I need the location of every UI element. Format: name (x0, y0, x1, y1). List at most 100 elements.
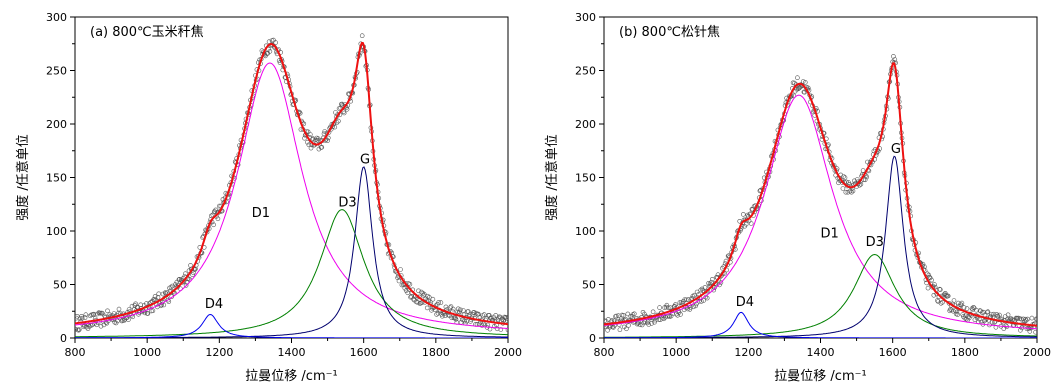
data-point (145, 311, 151, 316)
data-point (267, 49, 273, 54)
data-point (1015, 316, 1020, 321)
data-point (958, 302, 964, 308)
x-axis-title: 拉曼位移 /cm⁻¹ (245, 369, 337, 384)
data-point (961, 305, 967, 310)
x-tick-label: 2000 (494, 346, 522, 359)
peak-label-g: G (891, 142, 901, 157)
data-point (1018, 316, 1024, 322)
data-point (689, 295, 695, 301)
data-point (79, 315, 85, 321)
data-point (183, 283, 189, 288)
data-point (83, 312, 89, 318)
data-point (989, 312, 994, 317)
data-point (712, 281, 718, 286)
data-point (842, 175, 848, 180)
data-point (1003, 323, 1009, 328)
data-point (160, 291, 166, 297)
data-point (150, 308, 156, 314)
data-point (442, 313, 448, 319)
data-point (116, 306, 122, 312)
data-point (126, 317, 131, 322)
data-point (802, 89, 807, 95)
data-point (935, 299, 941, 304)
data-point (605, 327, 610, 333)
data-point (455, 309, 460, 315)
data-point (613, 313, 619, 319)
plot-frame (74, 16, 509, 339)
data-point (98, 323, 104, 329)
data-point (156, 291, 161, 297)
data-point (460, 308, 466, 313)
data-point (129, 303, 135, 309)
data-point (694, 289, 700, 295)
data-point (953, 308, 958, 313)
data-point (77, 327, 82, 332)
data-point (443, 304, 449, 310)
data-point (857, 182, 862, 188)
data-point (991, 311, 997, 317)
data-point (985, 309, 991, 315)
data-point (448, 304, 454, 309)
data-point (711, 287, 717, 293)
data-point (940, 299, 945, 305)
x-axis-title: 拉曼位移 /cm⁻¹ (774, 369, 866, 384)
data-point (690, 293, 696, 299)
data-point (1023, 316, 1028, 322)
data-point (91, 311, 97, 317)
data-point (929, 277, 934, 283)
data-point (675, 312, 680, 318)
data-point (691, 304, 696, 310)
data-point (1033, 329, 1037, 335)
plot-area (75, 33, 508, 338)
data-point (663, 304, 669, 310)
data-point (845, 189, 851, 195)
data-point (464, 318, 470, 324)
data-point (449, 315, 455, 321)
data-point (1005, 312, 1011, 318)
data-point (657, 305, 662, 310)
y-axis-title: 强度 /任意单位 (544, 134, 560, 221)
data-point (1008, 316, 1014, 321)
data-point (665, 305, 671, 311)
data-point (802, 80, 808, 85)
data-point (424, 305, 430, 311)
data-point (77, 316, 83, 322)
x-tick-label: 1800 (422, 346, 450, 359)
data-point (211, 222, 216, 228)
data-point (310, 137, 315, 142)
data-point (964, 306, 970, 311)
x-tick-label: 1800 (951, 346, 979, 359)
data-point (646, 322, 652, 327)
data-point (332, 124, 338, 130)
data-point (678, 312, 683, 317)
peak-label-g: G (360, 153, 370, 168)
data-point (307, 132, 313, 137)
data-point (126, 307, 132, 312)
data-point (704, 288, 709, 294)
data-point (473, 310, 479, 316)
data-point (439, 313, 445, 319)
data-point (453, 316, 459, 322)
y-tick-label: 300 (575, 11, 596, 24)
x-tick-label: 1400 (807, 346, 835, 359)
data-point (892, 57, 898, 62)
data-point (452, 315, 458, 321)
data-point (841, 174, 846, 179)
data-point (398, 267, 403, 272)
data-point (434, 312, 439, 317)
data-point (436, 300, 442, 305)
y-tick-label: 200 (46, 118, 67, 131)
data-point (718, 280, 724, 285)
data-point (485, 322, 491, 328)
data-point (334, 120, 340, 125)
data-point (847, 188, 853, 194)
data-point (458, 307, 463, 313)
data-point (617, 327, 623, 333)
data-point (99, 310, 104, 316)
data-point (969, 306, 975, 311)
data-point (937, 287, 943, 292)
data-point (740, 212, 746, 217)
data-point (700, 288, 706, 293)
data-point (631, 311, 637, 317)
data-point (978, 308, 984, 314)
